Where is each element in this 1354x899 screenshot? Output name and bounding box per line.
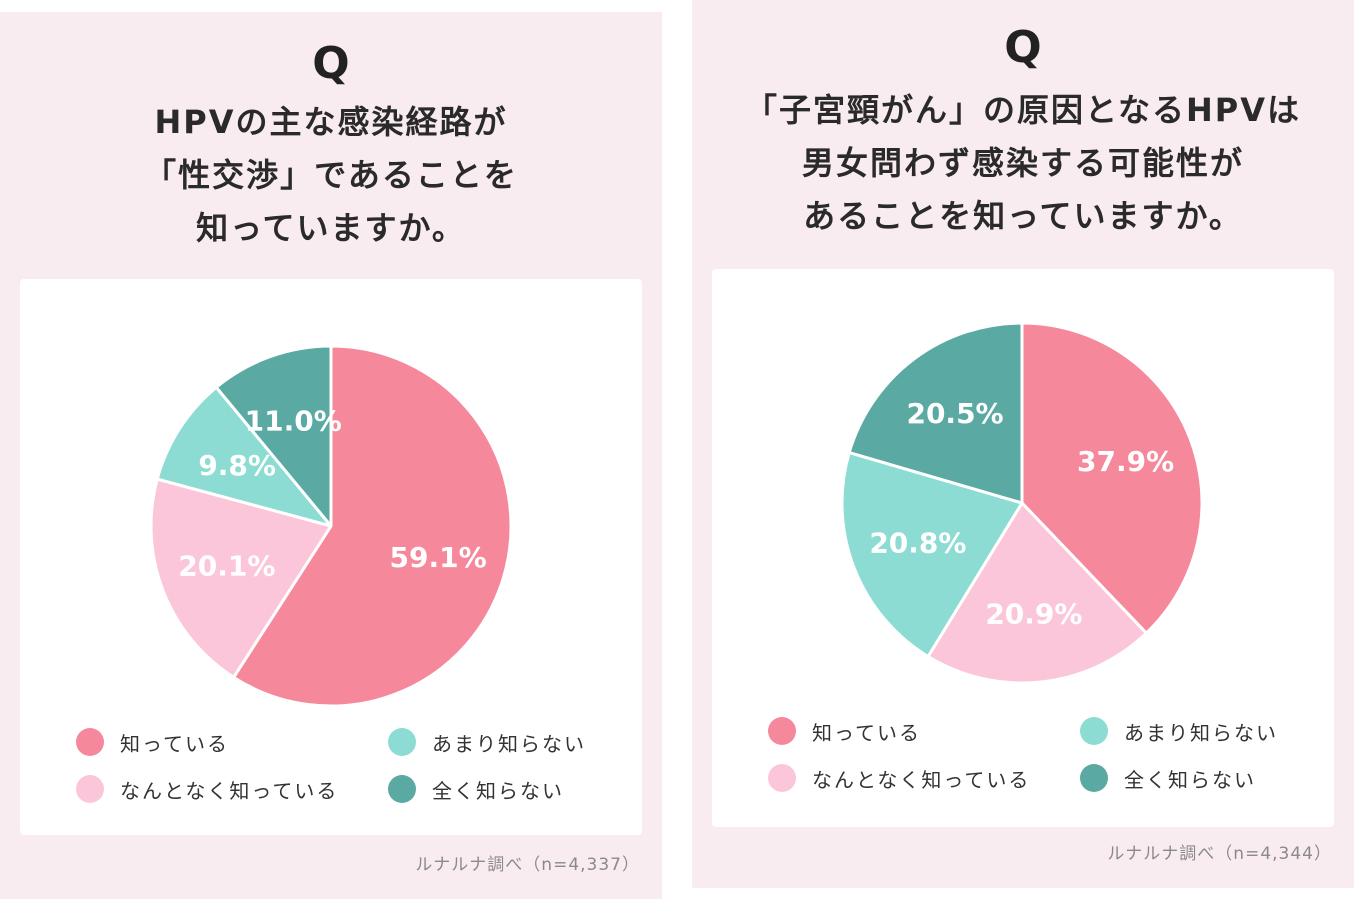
question-title: HPVの主な感染経路が 「性交渉」であることを 知っていますか。 bbox=[0, 96, 662, 255]
chart-card: 37.9% 20.9% 20.8% 20.5% 知っている なんとなく知っている あま… bbox=[712, 269, 1334, 827]
legend-item-dont-know: 全く知らない bbox=[388, 772, 564, 806]
slice-value-label: 9.8% bbox=[198, 449, 276, 482]
slice-not-really-know bbox=[155, 385, 333, 528]
legend-label: 全く知らない bbox=[1124, 767, 1256, 792]
chart-card: 59.1% 20.1% 9.8% 11.0% 知っている なんとなく知っている あまり… bbox=[20, 279, 642, 835]
legend-item-somewhat-know: なんとなく知っている bbox=[768, 761, 1030, 795]
survey-panel-left: Q HPVの主な感染経路が 「性交渉」であることを 知っていますか。 59.1%… bbox=[0, 12, 662, 899]
legend-swatch bbox=[388, 775, 416, 803]
q-mark: Q bbox=[312, 38, 350, 89]
legend-label: なんとなく知っている bbox=[120, 778, 339, 803]
slice-value-label: 20.5% bbox=[906, 397, 1003, 430]
q-mark: Q bbox=[1004, 22, 1042, 73]
slice-value-label: 20.8% bbox=[869, 527, 966, 560]
legend-label: 全く知らない bbox=[432, 778, 564, 803]
slice-value-label: 11.0% bbox=[245, 404, 342, 437]
question-line: 「性交渉」であることを bbox=[144, 156, 518, 194]
source-note: ルナルナ調べ（n=4,344） bbox=[1107, 844, 1332, 864]
question-line: 男女問わず感染する可能性が bbox=[801, 144, 1244, 182]
legend-swatch bbox=[76, 728, 104, 756]
question-line: 「子宮頸がん」の原因となるHPVは bbox=[744, 91, 1302, 129]
slice-know bbox=[232, 344, 513, 708]
legend-swatch bbox=[768, 764, 796, 792]
slice-know bbox=[1020, 321, 1204, 635]
legend-item-dont-know: 全く知らない bbox=[1080, 761, 1256, 795]
slice-not-really-know bbox=[840, 451, 1024, 659]
source-note: ルナルナ調べ（n=4,337） bbox=[415, 855, 640, 875]
legend-item-not-really-know: あまり知らない bbox=[1080, 714, 1278, 748]
legend-item-know: 知っている bbox=[768, 714, 921, 748]
legend-item-know: 知っている bbox=[76, 725, 229, 759]
question-title: 「子宮頸がん」の原因となるHPVは 男女問わず感染する可能性が あることを知って… bbox=[692, 84, 1354, 243]
legend-item-not-really-know: あまり知らない bbox=[388, 725, 586, 759]
legend-label: あまり知らない bbox=[1124, 720, 1278, 745]
pie-chart: 37.9% 20.9% 20.8% 20.5% bbox=[840, 321, 1204, 685]
question-line: HPVの主な感染経路が bbox=[154, 103, 508, 141]
legend-swatch bbox=[768, 717, 796, 745]
slice-somewhat-know bbox=[149, 477, 333, 679]
survey-panel-right: Q 「子宮頸がん」の原因となるHPVは 男女問わず感染する可能性が あることを知… bbox=[692, 0, 1354, 888]
legend-label: 知っている bbox=[120, 731, 229, 756]
question-line: 知っていますか。 bbox=[196, 209, 466, 247]
legend-swatch bbox=[1080, 717, 1108, 745]
slice-dont-know bbox=[847, 321, 1024, 505]
legend-label: あまり知らない bbox=[432, 731, 586, 756]
legend-swatch bbox=[1080, 764, 1108, 792]
question-line: あることを知っていますか。 bbox=[803, 197, 1243, 235]
slice-value-label: 20.1% bbox=[178, 550, 275, 583]
slice-value-label: 37.9% bbox=[1077, 445, 1174, 478]
legend-label: なんとなく知っている bbox=[812, 767, 1031, 792]
legend-item-somewhat-know: なんとなく知っている bbox=[76, 772, 338, 806]
slice-value-label: 20.9% bbox=[985, 597, 1082, 630]
slice-somewhat-know bbox=[926, 501, 1148, 685]
legend-label: 知っている bbox=[812, 720, 921, 745]
slice-dont-know bbox=[214, 344, 333, 528]
pie-chart: 59.1% 20.1% 9.8% 11.0% bbox=[149, 344, 513, 708]
slice-value-label: 59.1% bbox=[390, 541, 487, 574]
legend-swatch bbox=[76, 775, 104, 803]
legend-swatch bbox=[388, 728, 416, 756]
